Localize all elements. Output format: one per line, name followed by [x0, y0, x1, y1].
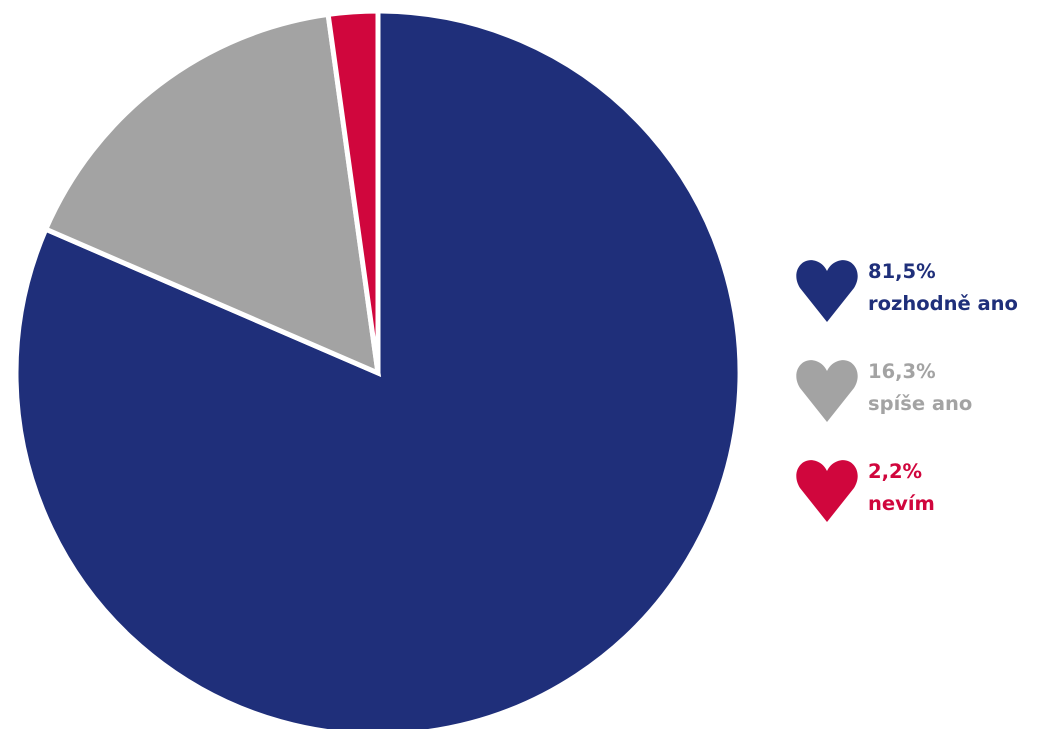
legend-item-spise-ano: 16,3% spíše ano	[796, 356, 1055, 456]
pie-slice-2	[42, 11, 382, 378]
pie-slice-3	[325, 8, 381, 374]
legend-value: 16,3%	[868, 360, 936, 383]
legend-text: 81,5% rozhodně ano	[868, 256, 1018, 320]
legend-text: 16,3% spíše ano	[868, 356, 972, 420]
legend-item-rozhodne-ano: 81,5% rozhodně ano	[796, 256, 1055, 356]
heart-icon	[796, 360, 858, 422]
legend-label: rozhodně ano	[868, 292, 1018, 315]
legend-label: nevím	[868, 492, 935, 515]
legend-value: 81,5%	[868, 260, 936, 283]
legend-item-nevim: 2,2% nevím	[796, 456, 1055, 556]
legend-label: spíše ano	[868, 392, 973, 415]
legend-text: 2,2% nevím	[868, 456, 935, 520]
legend-value: 2,2%	[868, 460, 923, 483]
legend: 81,5% rozhodně ano 16,3% spíše ano 2,2% …	[796, 256, 1055, 556]
pie-slices	[13, 8, 743, 729]
heart-icon	[796, 460, 858, 522]
heart-icon	[796, 260, 858, 322]
